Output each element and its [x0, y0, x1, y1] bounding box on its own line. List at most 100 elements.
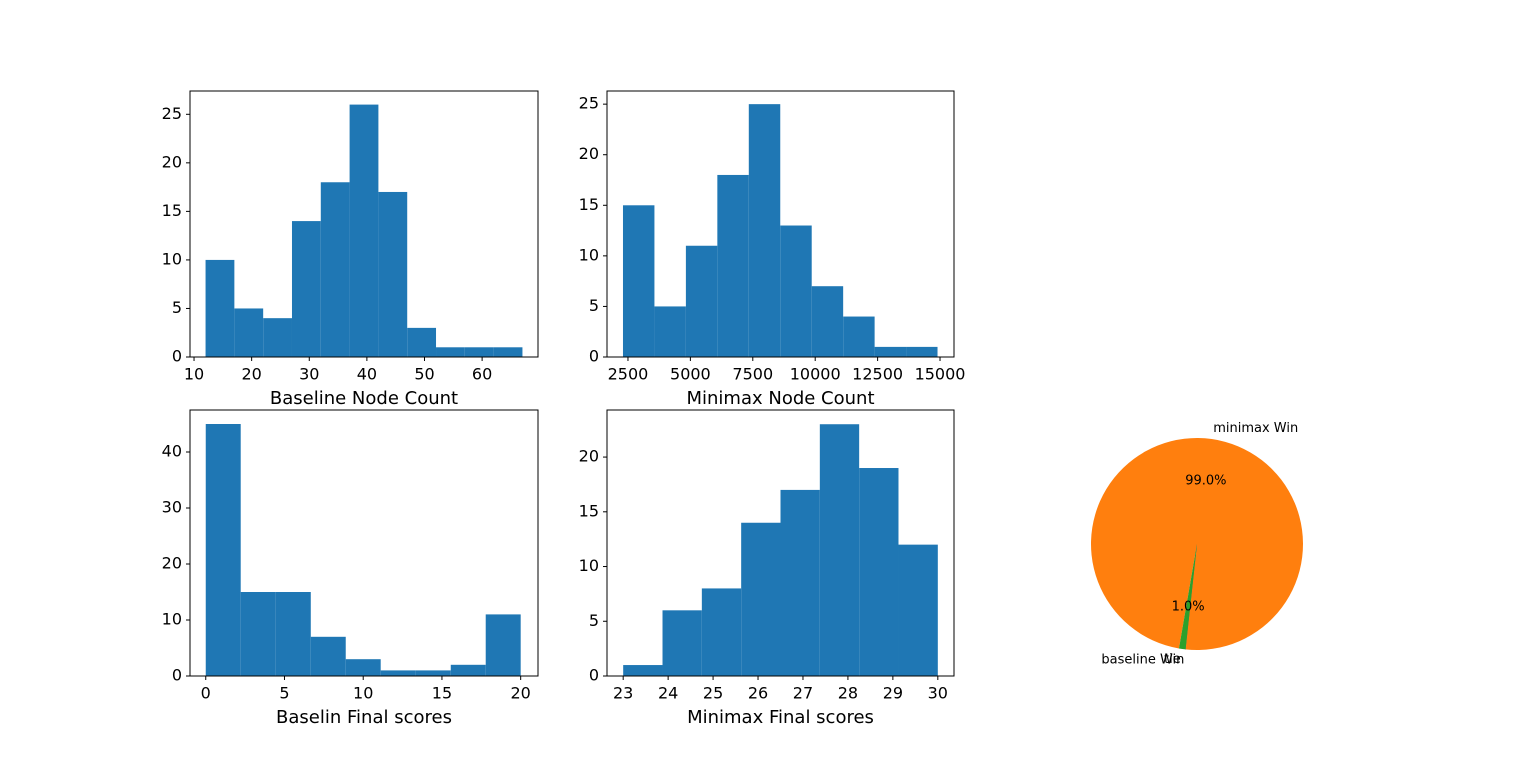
- bar: [436, 347, 465, 357]
- x-tick-label: 40: [357, 365, 377, 384]
- y-tick-label: 0: [589, 666, 599, 685]
- pie-value-label: 1.0%: [1172, 599, 1205, 614]
- x-tick-label: 30: [928, 684, 948, 703]
- y-tick-label: 40: [162, 442, 182, 461]
- axes-frame: [606, 90, 955, 358]
- y-tick-label: 25: [162, 104, 182, 123]
- x-tick-label: 24: [658, 684, 678, 703]
- bar: [819, 424, 860, 676]
- bar: [811, 286, 844, 357]
- x-tick-label: 27: [793, 684, 813, 703]
- bar: [898, 544, 938, 676]
- bar: [263, 318, 292, 357]
- x-tick-label: 15000: [915, 365, 966, 384]
- bar: [415, 670, 451, 676]
- x-tick-label: 20: [241, 365, 261, 384]
- bar: [780, 489, 820, 676]
- y-tick-label: 25: [579, 94, 599, 113]
- x-axis-label: Baseline Node Count: [270, 388, 458, 409]
- bar: [234, 308, 264, 357]
- x-tick-label: 7500: [732, 365, 773, 384]
- bar: [345, 659, 381, 676]
- bar: [349, 104, 379, 357]
- x-tick-label: 25: [703, 684, 723, 703]
- y-tick-label: 10: [579, 556, 599, 575]
- y-tick-label: 0: [172, 666, 182, 685]
- y-tick-label: 0: [172, 347, 182, 366]
- x-tick-label: 23: [613, 684, 633, 703]
- x-tick-label: 10000: [790, 365, 841, 384]
- x-tick-label: 10: [184, 365, 204, 384]
- bar: [623, 665, 663, 676]
- y-tick-label: 10: [162, 610, 182, 629]
- bar: [622, 205, 655, 357]
- y-tick-label: 20: [162, 554, 182, 573]
- y-tick-label: 15: [579, 195, 599, 214]
- y-tick-label: 20: [162, 152, 182, 171]
- y-tick-label: 0: [589, 347, 599, 366]
- x-tick-label: 12500: [852, 365, 903, 384]
- bar: [748, 104, 781, 358]
- x-axis-label: Minimax Node Count: [686, 388, 874, 409]
- pie-label: tie: [1164, 652, 1181, 667]
- bar: [493, 347, 523, 357]
- x-tick-label: 0: [201, 684, 211, 703]
- y-tick-label: 15: [579, 501, 599, 520]
- bar: [291, 221, 321, 357]
- x-tick-label: 30: [299, 365, 319, 384]
- y-tick-label: 10: [162, 249, 182, 268]
- x-tick-label: 60: [472, 365, 492, 384]
- bar: [310, 636, 346, 676]
- bar: [275, 592, 311, 676]
- x-tick-label: 10: [353, 684, 373, 703]
- x-tick-label: 28: [838, 684, 858, 703]
- bar: [859, 468, 899, 676]
- pie-slice: [1178, 544, 1197, 650]
- bar: [205, 259, 235, 357]
- x-tick-label: 29: [883, 684, 903, 703]
- bar: [380, 670, 416, 676]
- axes-frame: [189, 409, 539, 677]
- bar: [450, 664, 486, 676]
- x-axis-label: Minimax Final scores: [687, 707, 874, 728]
- x-tick-label: 50: [414, 365, 434, 384]
- bar: [240, 592, 276, 676]
- bar: [906, 346, 938, 357]
- bar: [685, 245, 718, 357]
- y-tick-label: 20: [579, 144, 599, 163]
- bar: [874, 346, 907, 357]
- x-axis-label: Baselin Final scores: [276, 707, 452, 728]
- x-tick-label: 5000: [670, 365, 711, 384]
- pie-label: minimax Win: [1213, 421, 1298, 436]
- bar: [407, 327, 437, 357]
- x-tick-label: 5: [279, 684, 289, 703]
- bar: [780, 225, 812, 357]
- x-tick-label: 15: [432, 684, 452, 703]
- y-tick-label: 5: [589, 611, 599, 630]
- y-tick-label: 20: [579, 447, 599, 466]
- bar: [701, 588, 742, 676]
- x-tick-label: 20: [510, 684, 530, 703]
- x-tick-label: 2500: [608, 365, 649, 384]
- bar: [464, 347, 494, 357]
- bar: [741, 522, 781, 676]
- bar: [717, 174, 749, 357]
- bar: [485, 614, 521, 676]
- y-tick-label: 5: [172, 298, 182, 317]
- pie-value-label: 99.0%: [1185, 474, 1226, 489]
- bar: [843, 316, 875, 357]
- axes-frame: [606, 409, 955, 677]
- y-tick-label: 15: [162, 201, 182, 220]
- axes-frame: [189, 90, 539, 358]
- pie-slice: [1090, 437, 1303, 650]
- bar: [205, 424, 241, 676]
- bar: [662, 610, 702, 676]
- pie-label: baseline Win: [1101, 652, 1184, 667]
- bar: [378, 191, 408, 357]
- y-tick-label: 30: [162, 498, 182, 517]
- bar: [654, 306, 686, 357]
- y-tick-label: 5: [589, 296, 599, 315]
- bar: [320, 182, 350, 357]
- x-tick-label: 26: [748, 684, 768, 703]
